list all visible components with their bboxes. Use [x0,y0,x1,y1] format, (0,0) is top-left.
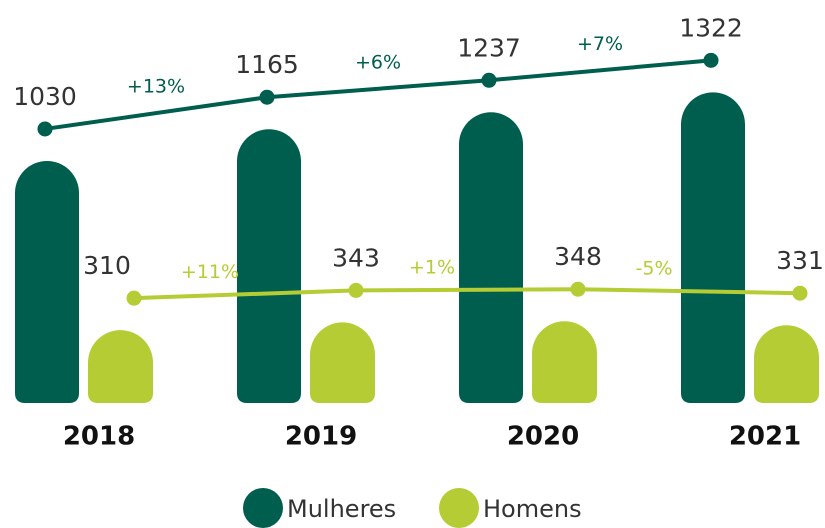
point [703,52,719,68]
legend-label: Mulheres [287,495,396,523]
value-label: 1322 [679,13,743,42]
bar [310,322,375,403]
change-label: +6% [355,51,401,73]
value-label: 1030 [13,82,77,111]
value-label: 1237 [457,33,521,62]
value-label: 1165 [235,50,299,79]
bar [15,160,79,403]
bar [88,330,153,403]
legend-label: Homens [483,495,582,523]
bar [681,92,745,403]
change-label: +1% [409,256,455,278]
point [259,89,275,105]
value-label: 310 [83,251,131,280]
point [126,290,142,306]
value-label: 348 [554,242,602,271]
point [570,281,586,297]
x-tick-label: 2018 [63,422,135,452]
change-label: +7% [577,33,623,55]
change-label: +13% [127,76,185,98]
value-label: 331 [776,246,824,275]
x-tick-label: 2021 [729,422,801,452]
x-tick-label: 2020 [507,422,579,452]
legend-swatch [439,488,479,528]
point [348,282,364,298]
point [792,285,808,301]
point [37,121,53,137]
change-label: +11% [181,261,239,283]
point [481,72,497,88]
legend-swatch [243,488,283,528]
bar [532,321,597,403]
line [133,287,801,301]
line [44,58,712,131]
bar [459,112,523,403]
x-tick-label: 2019 [285,422,357,452]
value-label: 343 [332,243,380,272]
bar [237,129,301,403]
change-label: -5% [636,258,673,280]
bar [754,325,819,403]
